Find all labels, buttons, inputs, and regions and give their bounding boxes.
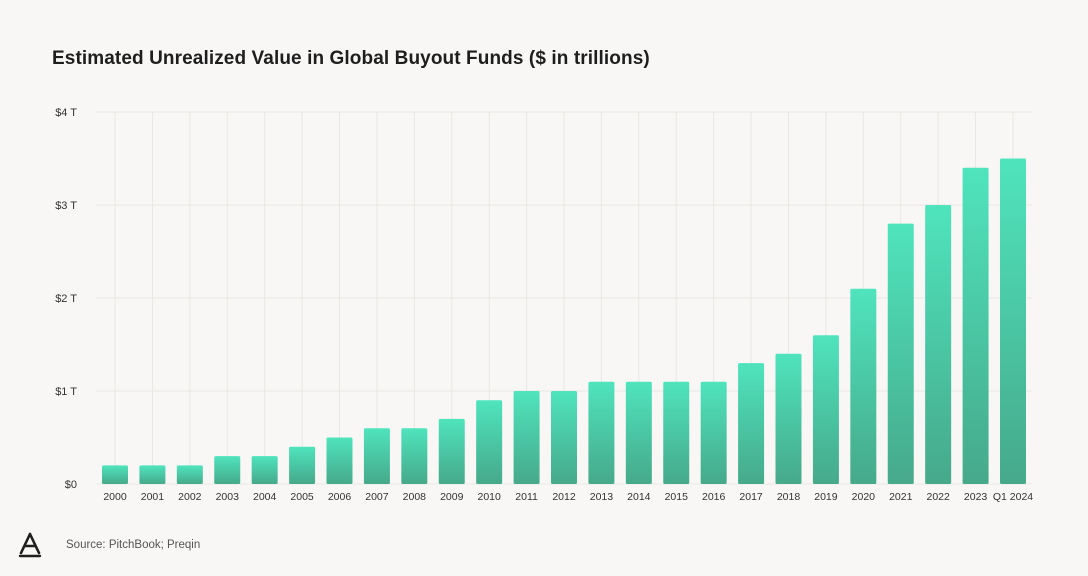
bar-2004 <box>251 456 278 484</box>
bar-2019 <box>812 335 839 484</box>
x-tick-label: 2015 <box>665 491 689 503</box>
bar-2014 <box>625 381 652 484</box>
x-tick-label: 2019 <box>814 491 838 503</box>
bar-2006 <box>326 437 353 484</box>
bar-2017 <box>738 363 765 484</box>
x-tick-label: 2012 <box>552 491 576 503</box>
bar-2023 <box>962 167 989 485</box>
bar-2003 <box>214 456 241 484</box>
bar-q1-2024 <box>1000 158 1026 484</box>
x-tick-label: 2003 <box>216 491 240 503</box>
bar-2010 <box>476 400 503 484</box>
x-tick-label: 2004 <box>253 491 277 503</box>
bar-2022 <box>925 205 952 484</box>
x-tick-label: 2020 <box>852 491 876 503</box>
x-tick-label: 2001 <box>141 491 165 503</box>
x-tick-label: 2009 <box>440 491 464 503</box>
bar-2005 <box>289 446 316 484</box>
x-tick-label: 2007 <box>365 491 389 503</box>
bar-chart: $0$1 T$2 T$3 T$4 T 2000 2001 2002 2003 2004 2… <box>55 107 1033 503</box>
x-tick-label: 2006 <box>328 491 352 503</box>
footer: Source: PitchBook; Preqin <box>18 532 200 558</box>
bar-2012 <box>551 391 577 484</box>
y-axis-labels: $0 $1 T $2 T $3 T $4 T <box>55 107 77 491</box>
bar-2009 <box>438 418 465 484</box>
x-tick-label: Q1 2024 <box>993 491 1033 503</box>
x-tick-label: 2021 <box>889 491 913 503</box>
source-note: Source: PitchBook; Preqin <box>66 539 201 551</box>
y-tick-label: $1 T <box>55 386 77 398</box>
brand-logo-icon <box>18 532 42 558</box>
bar-2000 <box>102 465 128 484</box>
bars <box>102 158 1026 485</box>
bar-2007 <box>363 428 390 484</box>
y-tick-label: $3 T <box>55 200 77 212</box>
x-tick-label: 2005 <box>290 491 314 503</box>
x-axis-labels: 2000 2001 2002 2003 2004 2005 2006 2007 2008 2009… <box>103 491 1033 503</box>
y-tick-label: $2 T <box>55 293 77 305</box>
bar-2001 <box>139 465 166 484</box>
x-tick-label: 2022 <box>926 491 950 503</box>
x-tick-label: 2000 <box>103 491 127 503</box>
bar-2008 <box>401 428 428 484</box>
x-tick-label: 2023 <box>964 491 988 503</box>
chart-title: Estimated Unrealized Value in Global Buy… <box>52 48 650 69</box>
x-tick-label: 2008 <box>403 491 427 503</box>
x-tick-label: 2002 <box>178 491 202 503</box>
x-tick-label: 2017 <box>739 491 763 503</box>
y-tick-label: $4 T <box>55 107 77 119</box>
bar-2002 <box>176 465 203 484</box>
bar-2020 <box>850 288 877 484</box>
bar-2016 <box>700 381 727 484</box>
x-tick-label: 2013 <box>590 491 614 503</box>
x-tick-label: 2016 <box>702 491 726 503</box>
bar-2021 <box>887 223 914 484</box>
x-tick-label: 2014 <box>627 491 651 503</box>
bar-2018 <box>775 353 802 484</box>
bar-2013 <box>588 381 615 484</box>
y-tick-label: $0 <box>65 479 77 491</box>
x-tick-label: 2018 <box>777 491 801 503</box>
bar-2015 <box>663 381 690 484</box>
x-tick-label: 2011 <box>515 491 538 503</box>
x-tick-label: 2010 <box>477 491 501 503</box>
bar-2011 <box>513 391 540 484</box>
